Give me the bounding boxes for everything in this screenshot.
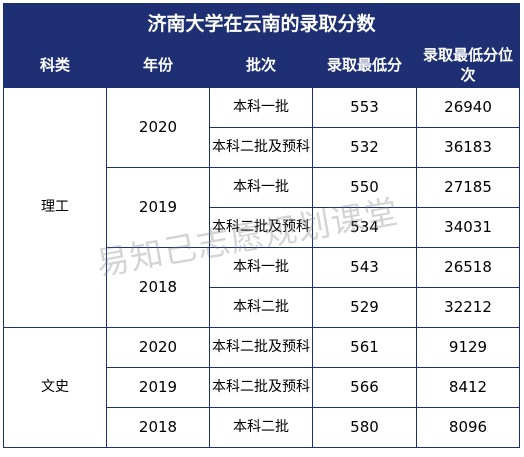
score-cell: 580: [312, 407, 417, 448]
header-min-rank: 录取最低分位次: [415, 41, 521, 88]
header-category: 科类: [3, 41, 107, 88]
year-cell: 2018: [106, 247, 210, 328]
batch-cell: 本科一批: [209, 87, 313, 128]
score-cell: 550: [312, 167, 417, 208]
batch-cell: 本科一批: [209, 247, 313, 288]
table-row: 理工 2020 本科一批 553 26940: [3, 87, 521, 328]
batch-cell: 本科二批: [209, 287, 313, 328]
table-row: 本科二批及预科 532 36183: [4, 127, 521, 168]
table-row: 2018 本科二批 580 8096: [4, 407, 521, 448]
score-cell: 566: [312, 367, 417, 408]
rank-cell: 8096: [415, 407, 521, 448]
header-row: 科类 年份 批次 录取最低分 录取最低分位次: [3, 41, 521, 88]
batch-cell: 本科二批及预科: [209, 207, 313, 248]
table-title: 济南大学在云南的录取分数: [2, 3, 521, 42]
score-cell: 561: [312, 327, 417, 368]
score-cell: 534: [312, 207, 417, 248]
rank-cell: 26940: [415, 87, 521, 128]
table-row: 2019 本科二批及预科 566 8412: [4, 367, 521, 408]
category-cell: 文史: [3, 327, 107, 448]
rank-cell: 36183: [415, 127, 521, 168]
score-cell: 543: [312, 247, 417, 288]
rank-cell: 26518: [415, 247, 521, 288]
batch-cell: 本科二批及预科: [209, 127, 313, 168]
admission-table-container: 济南大学在云南的录取分数 科类 年份 批次 录取最低分 录取最低分位次 理工 2…: [2, 3, 521, 448]
table-row: 2018 本科一批 543 26518: [4, 247, 521, 328]
header-batch: 批次: [209, 41, 313, 88]
batch-cell: 本科二批及预科: [209, 367, 313, 408]
score-cell: 553: [312, 87, 417, 128]
table-row: 本科二批及预科 534 34031: [4, 207, 521, 248]
rank-cell: 34031: [415, 207, 521, 248]
rank-cell: 8412: [415, 367, 521, 408]
year-cell: 2018: [106, 407, 210, 448]
score-cell: 529: [312, 287, 417, 328]
year-cell: 2019: [106, 367, 210, 408]
rank-cell: 9129: [415, 327, 521, 368]
batch-cell: 本科二批: [209, 407, 313, 448]
rank-cell: 32212: [415, 287, 521, 328]
category-cell: 理工: [3, 87, 107, 328]
header-year: 年份: [106, 41, 210, 88]
header-min-score: 录取最低分: [312, 41, 417, 88]
batch-cell: 本科一批: [209, 167, 313, 208]
admission-score-table: 济南大学在云南的录取分数 科类 年份 批次 录取最低分 录取最低分位次 理工 2…: [2, 3, 521, 448]
table-row: 2019 本科一批 550 27185: [4, 167, 521, 248]
year-cell: 2019: [106, 167, 210, 248]
year-cell: 2020: [106, 87, 210, 168]
table-row: 本科二批 529 32212: [4, 287, 521, 328]
table-row: 文史 2020 本科二批及预科 561 9129: [3, 327, 521, 448]
rank-cell: 27185: [415, 167, 521, 208]
batch-cell: 本科二批及预科: [209, 327, 313, 368]
score-cell: 532: [312, 127, 417, 168]
year-cell: 2020: [106, 327, 210, 368]
